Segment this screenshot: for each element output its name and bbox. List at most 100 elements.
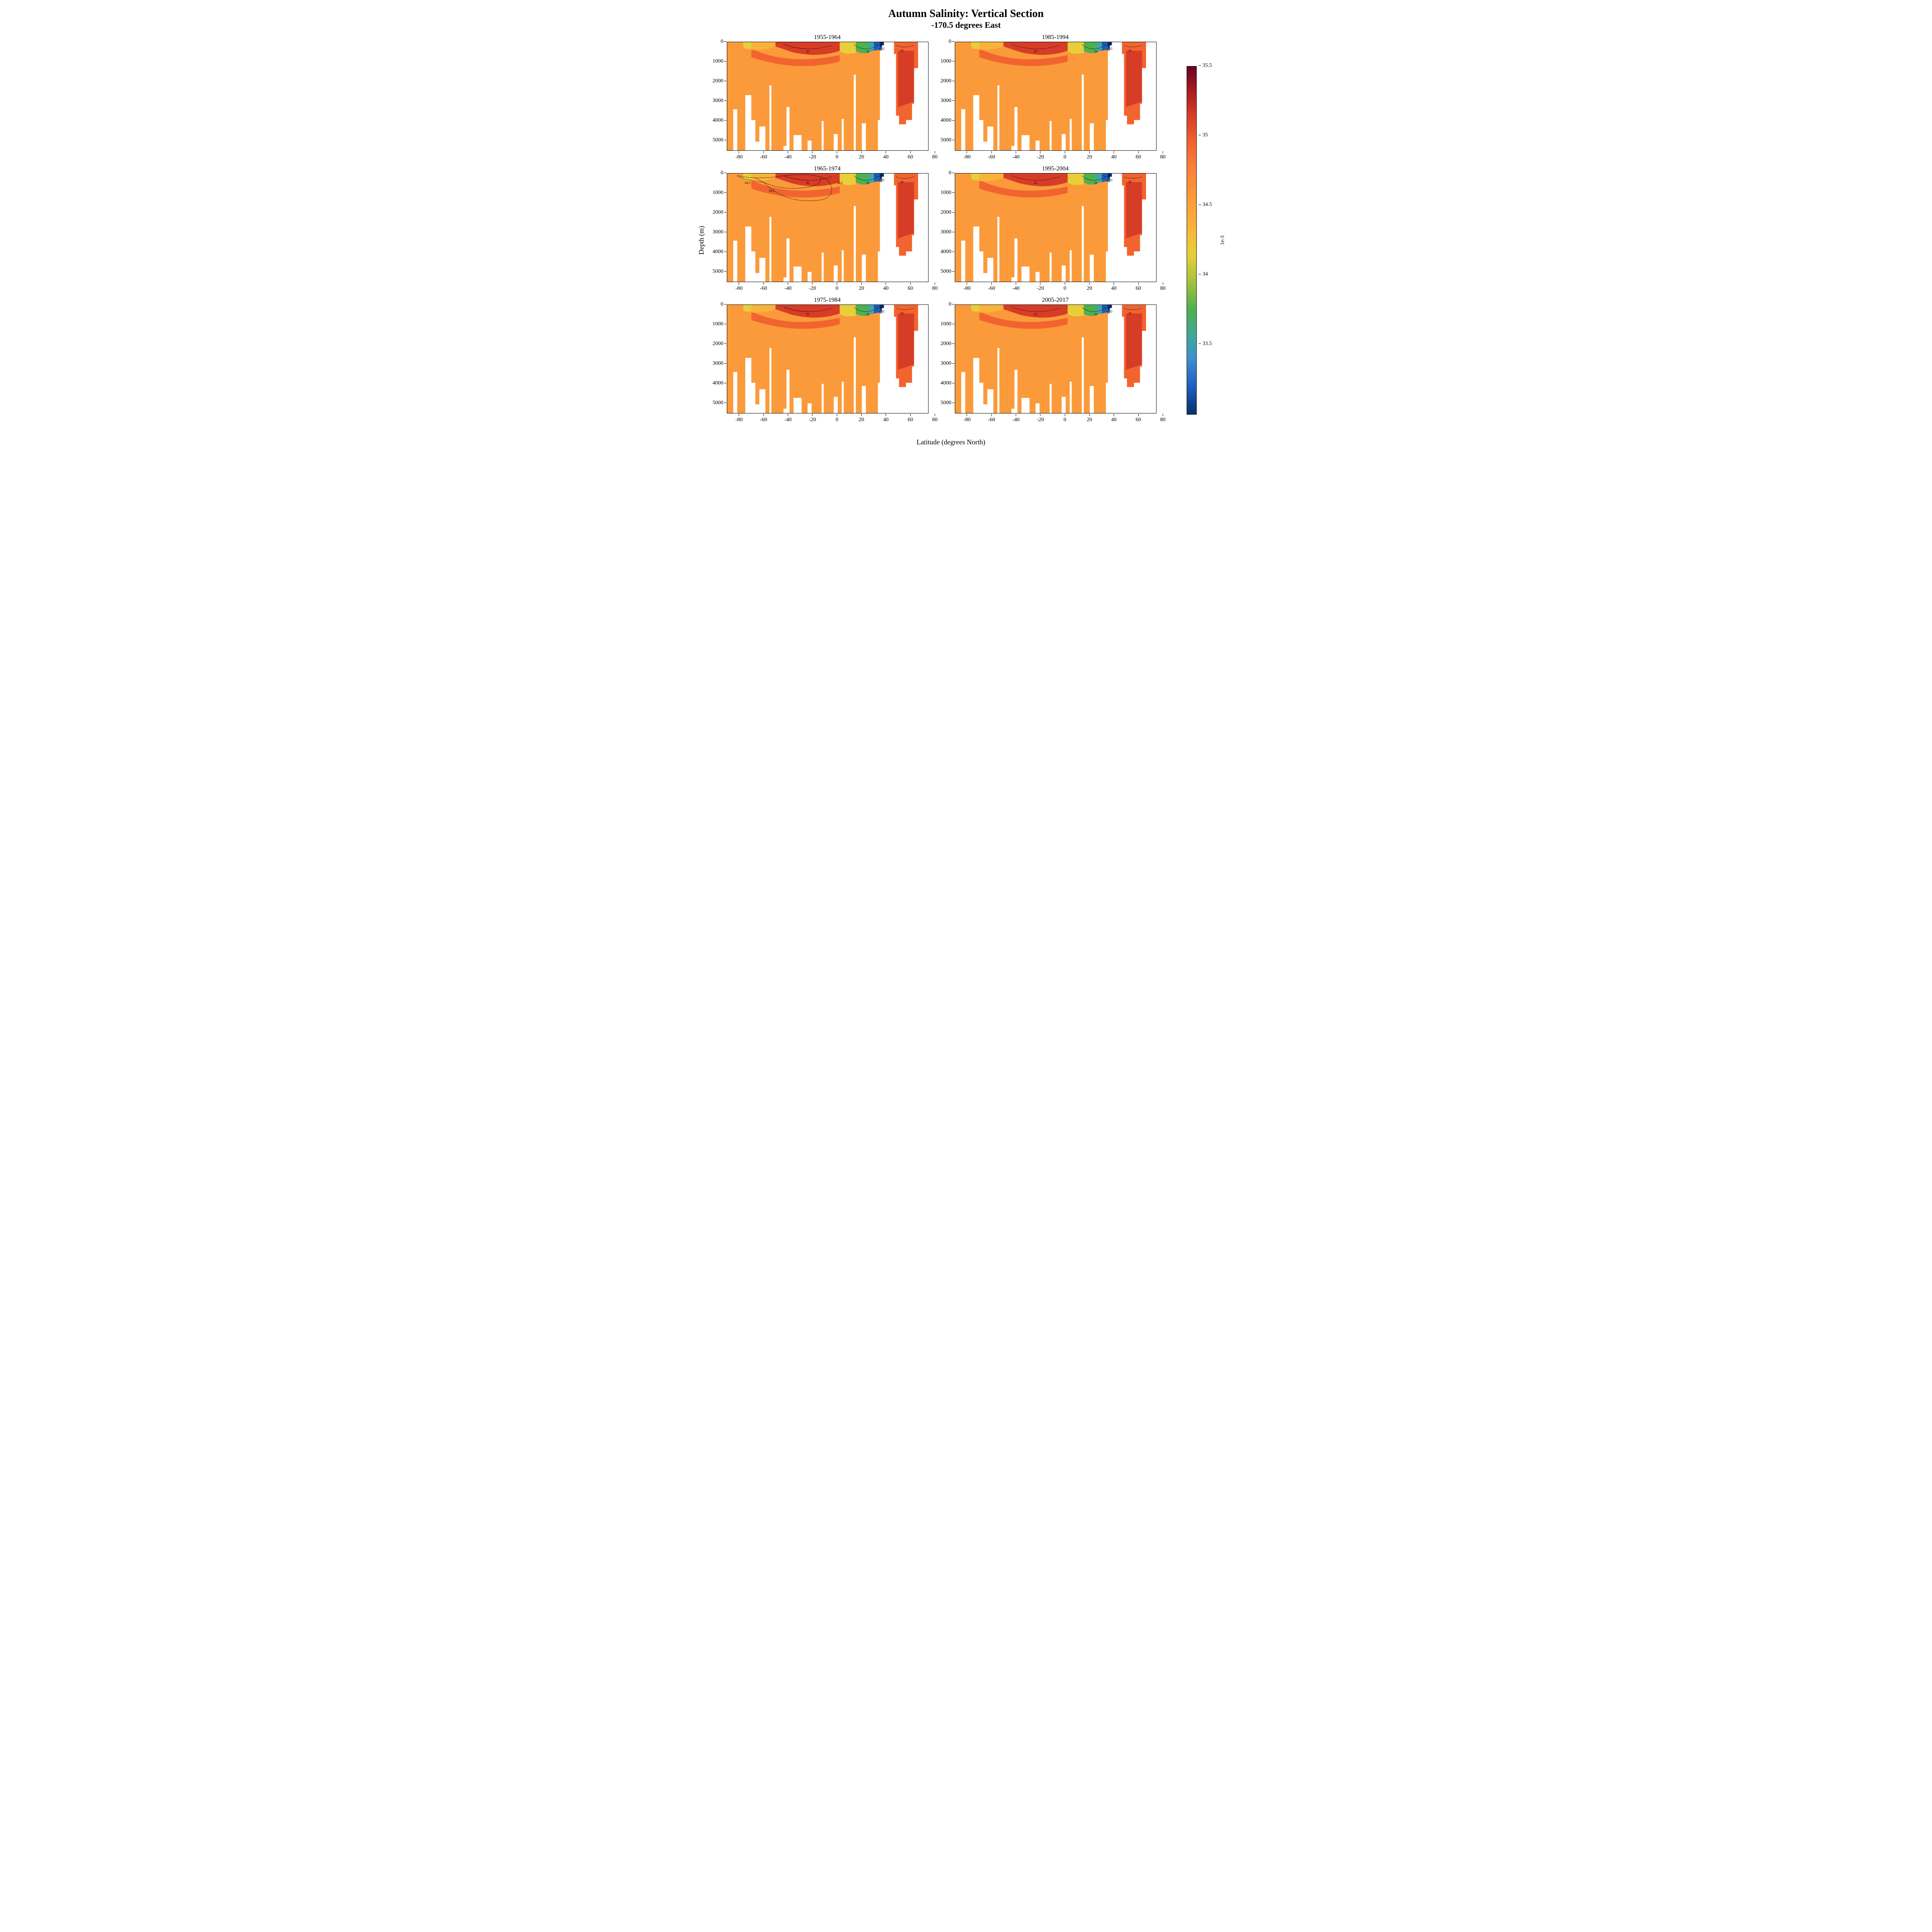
x-tick: -40 bbox=[784, 151, 792, 160]
x-tick: -20 bbox=[1037, 151, 1044, 160]
contour-label: 34 bbox=[1094, 313, 1097, 316]
x-tick: -60 bbox=[988, 151, 995, 160]
x-tick: -20 bbox=[809, 151, 816, 160]
y-tick: 3000 bbox=[708, 361, 726, 367]
contour-label: 34 bbox=[866, 50, 869, 53]
x-axis-label: Latitude (degrees North) bbox=[727, 438, 1175, 446]
colorbar-tick: 34.5 bbox=[1199, 202, 1212, 208]
plot-area: 3535343332010002000300040005000-80-60-40… bbox=[727, 304, 929, 413]
x-tick: -80 bbox=[735, 414, 743, 423]
y-tick: 3000 bbox=[936, 98, 954, 104]
contour-label: 34 bbox=[866, 181, 869, 185]
y-tick: 1000 bbox=[936, 321, 954, 327]
panel-grid: 1955-19643535343332010002000300040005000… bbox=[707, 34, 1175, 424]
x-tick: -60 bbox=[760, 282, 767, 292]
y-tick: 2000 bbox=[708, 341, 726, 347]
contour-label: 35 bbox=[1128, 49, 1131, 52]
x-ticks: -80-60-40-20020406080 bbox=[727, 414, 948, 422]
panel-title: 1955-1964 bbox=[727, 34, 928, 41]
y-axis-label: Depth (m) bbox=[696, 34, 707, 446]
y-tick: 4000 bbox=[936, 249, 954, 255]
panel: 1955-19643535343332010002000300040005000… bbox=[727, 34, 928, 151]
y-tick: 5000 bbox=[708, 269, 726, 275]
y-tick: 0 bbox=[708, 301, 726, 308]
y-tick: 2000 bbox=[708, 209, 726, 216]
contour-label: 34 bbox=[1094, 181, 1097, 185]
x-tick: 0 bbox=[1064, 151, 1066, 160]
y-tick: 5000 bbox=[708, 400, 726, 406]
colorbar-ticks: 33.53434.53535.5 bbox=[1199, 66, 1218, 414]
main-title: Autumn Salinity: Vertical Section bbox=[696, 8, 1236, 20]
colorbar-tick: 33.5 bbox=[1199, 341, 1212, 347]
contour-label: 34.5 bbox=[745, 181, 750, 185]
x-tick: 40 bbox=[1111, 151, 1117, 160]
y-tick: 5000 bbox=[936, 269, 954, 275]
panel: 1965-1974353534333234.534.534.5010002000… bbox=[727, 165, 928, 282]
x-tick: 0 bbox=[836, 414, 838, 423]
contour-label: 34.5 bbox=[837, 181, 842, 185]
y-tick: 1000 bbox=[936, 58, 954, 65]
x-tick: 40 bbox=[883, 151, 889, 160]
y-tick: 1000 bbox=[708, 58, 726, 65]
y-tick: 1000 bbox=[708, 321, 726, 327]
contour-label: 35 bbox=[806, 181, 809, 185]
x-tick: 80 bbox=[932, 151, 937, 160]
x-tick: -20 bbox=[809, 282, 816, 292]
y-tick: 0 bbox=[708, 170, 726, 176]
contour-label: 35 bbox=[900, 180, 903, 184]
x-tick: -40 bbox=[784, 282, 792, 292]
x-tick: -40 bbox=[1012, 414, 1020, 423]
x-tick: 20 bbox=[859, 414, 864, 423]
y-tick: 2000 bbox=[708, 78, 726, 84]
panel-title: 1995-2004 bbox=[955, 165, 1156, 172]
x-tick: 60 bbox=[1136, 151, 1141, 160]
panel: 1995-20043535343332010002000300040005000… bbox=[955, 165, 1156, 282]
y-tick: 4000 bbox=[936, 117, 954, 124]
x-tick: 80 bbox=[1160, 282, 1165, 292]
colorbar bbox=[1187, 66, 1197, 415]
x-tick: -40 bbox=[784, 414, 792, 423]
x-tick: 20 bbox=[1087, 282, 1092, 292]
plot-area: 3535343332010002000300040005000-80-60-40… bbox=[955, 173, 1156, 282]
y-tick: 1000 bbox=[936, 190, 954, 196]
contour-label: 34.5 bbox=[769, 189, 774, 192]
x-tick: 60 bbox=[908, 414, 913, 423]
colorbar-tick: 35.5 bbox=[1199, 63, 1212, 69]
contour-label: 34 bbox=[1094, 50, 1097, 53]
colorbar-unit-label: 1e-3 bbox=[1220, 235, 1226, 245]
y-tick: 4000 bbox=[708, 380, 726, 386]
plot-area: 3535343332010002000300040005000-80-60-40… bbox=[955, 42, 1156, 151]
y-tick: 3000 bbox=[936, 361, 954, 367]
x-tick: 20 bbox=[1087, 414, 1092, 423]
contour-label: 35 bbox=[1034, 313, 1037, 316]
x-tick: 80 bbox=[1160, 151, 1165, 160]
x-tick: 40 bbox=[1111, 282, 1117, 292]
y-tick: 2000 bbox=[936, 341, 954, 347]
x-ticks: -80-60-40-20020406080 bbox=[727, 151, 948, 160]
x-tick: -80 bbox=[963, 414, 971, 423]
y-ticks: 010002000300040005000 bbox=[708, 42, 726, 151]
x-tick: 0 bbox=[836, 282, 838, 292]
y-tick: 2000 bbox=[936, 209, 954, 216]
plot-area: 353534333234.534.534.5010002000300040005… bbox=[727, 173, 929, 282]
x-tick: 40 bbox=[883, 414, 889, 423]
x-tick: -20 bbox=[809, 414, 816, 423]
y-tick: 0 bbox=[708, 39, 726, 45]
y-ticks: 010002000300040005000 bbox=[936, 173, 954, 282]
y-tick: 5000 bbox=[708, 137, 726, 143]
x-tick: 20 bbox=[1087, 151, 1092, 160]
plot-area: 3535343332010002000300040005000-80-60-40… bbox=[955, 304, 1156, 413]
colorbar-tick: 35 bbox=[1199, 132, 1208, 138]
y-tick: 5000 bbox=[936, 137, 954, 143]
panel-title: 1985-1994 bbox=[955, 34, 1156, 41]
y-tick: 5000 bbox=[936, 400, 954, 406]
plot-area: 3535343332010002000300040005000-80-60-40… bbox=[727, 42, 929, 151]
x-tick: 60 bbox=[908, 151, 913, 160]
colorbar-container: 33.53434.53535.5 1e-3 bbox=[1187, 34, 1197, 446]
x-tick: 80 bbox=[932, 414, 937, 423]
x-tick: -80 bbox=[735, 151, 743, 160]
contour-label: 35 bbox=[1128, 180, 1131, 184]
y-tick: 4000 bbox=[708, 117, 726, 124]
contour-label: 34 bbox=[866, 313, 869, 316]
contour-label: 35 bbox=[806, 313, 809, 316]
